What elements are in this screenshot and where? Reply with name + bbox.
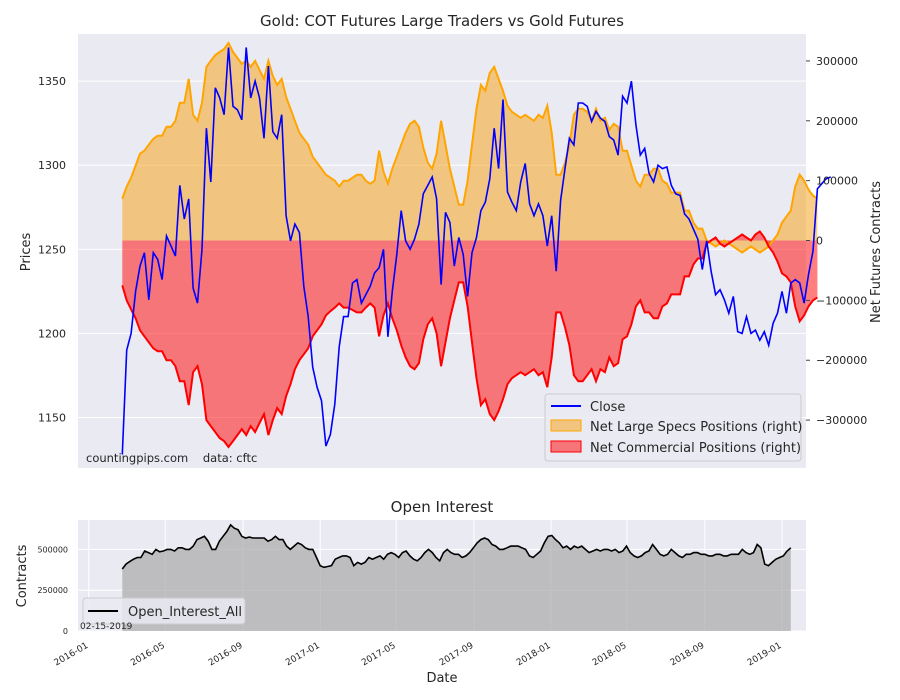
x-axis-label: Date xyxy=(426,671,457,686)
date-tick-label: 2018-01 xyxy=(515,641,553,668)
open-interest-line xyxy=(121,523,792,570)
oi-corner-date: 02-15-2019 xyxy=(80,622,133,632)
main-y-axis-label: Prices xyxy=(19,233,34,272)
oi-y-axis-ticks: 0 250000 500000 xyxy=(37,545,68,636)
main-legend-box xyxy=(544,393,802,462)
main-right-axis-ticks: −300000 −200000 −100000 0 100000 200000 300000 xyxy=(806,55,867,427)
main-right-tick-label: −300000 xyxy=(816,414,867,427)
oi-chart-title: Open Interest xyxy=(391,498,494,516)
date-tick-label: 2017-01 xyxy=(284,641,322,668)
main-chart: 1150 1200 1250 1300 1350 −300000 −200000 −1000… xyxy=(19,12,884,468)
close-line xyxy=(121,47,831,455)
main-left-tick-label: 1300 xyxy=(38,159,66,172)
date-tick-label: 2018-09 xyxy=(669,641,707,669)
commercial-line xyxy=(121,230,818,449)
date-tick-label: 2017-05 xyxy=(360,641,398,668)
commercial-fill xyxy=(122,231,818,447)
oi-tick-label: 500000 xyxy=(37,545,68,554)
legend-large-specs-label: Net Large Specs Positions (right) xyxy=(590,420,802,435)
main-legend: Close Net Large Specs Positions (right) … xyxy=(544,393,802,462)
main-right-y-axis-label: Net Futures Contracts xyxy=(869,181,884,323)
main-left-tick-label: 1150 xyxy=(38,412,66,425)
date-tick-label: 2016-09 xyxy=(207,641,245,669)
main-chart-title: Gold: COT Futures Large Traders vs Gold … xyxy=(260,12,624,30)
large-specs-line xyxy=(121,41,818,254)
date-tick-label: 2016-01 xyxy=(53,641,91,668)
main-right-tick-label: 0 xyxy=(816,235,823,248)
main-right-tick-label: −200000 xyxy=(816,354,867,367)
watermark: countingpips.com data: cftc xyxy=(86,451,257,465)
oi-tick-label: 0 xyxy=(63,627,68,636)
oi-area xyxy=(121,523,792,631)
main-left-tick-label: 1200 xyxy=(38,327,66,340)
large-specs-fill xyxy=(122,43,818,253)
date-tick-label: 2016-05 xyxy=(129,641,167,668)
oi-tick-label: 250000 xyxy=(37,586,68,595)
main-fills xyxy=(122,43,818,447)
legend-close-label: Close xyxy=(590,400,625,415)
legend-commercial-label: Net Commercial Positions (right) xyxy=(590,441,801,456)
date-axis-ticks: 2016-01 2016-05 2016-09 2017-01 2017-05 2017-… xyxy=(53,641,784,669)
date-tick-label: 2017-09 xyxy=(438,641,476,669)
main-left-tick-label: 1250 xyxy=(38,243,66,256)
date-tick-label: 2019-01 xyxy=(746,641,784,668)
main-lines xyxy=(121,41,831,455)
legend-large-specs-swatch xyxy=(550,419,582,432)
main-right-tick-label: −100000 xyxy=(816,294,867,307)
oi-y-axis-label: Contracts xyxy=(15,544,30,607)
main-right-tick-label: 200000 xyxy=(816,115,858,128)
oi-legend-box xyxy=(82,597,246,625)
oi-legend: Open_Interest_All xyxy=(82,597,246,625)
main-left-tick-label: 1350 xyxy=(38,75,66,88)
legend-open-interest-label: Open_Interest_All xyxy=(128,605,242,620)
open-interest-fill xyxy=(122,524,791,631)
main-right-tick-label: 300000 xyxy=(816,55,858,68)
main-right-tick-label: 100000 xyxy=(816,175,858,188)
date-tick-label: 2018-05 xyxy=(591,641,629,668)
open-interest-chart: 0 250000 500000 2016-01 2016-05 2016-09 2017-… xyxy=(15,498,806,686)
legend-commercial-swatch xyxy=(550,440,582,453)
main-left-axis-ticks: 1150 1200 1250 1300 1350 xyxy=(38,75,66,424)
